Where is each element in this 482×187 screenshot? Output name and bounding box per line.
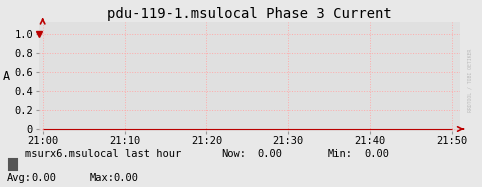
Text: Avg:: Avg: xyxy=(7,173,32,183)
Text: Now:: Now: xyxy=(222,149,247,159)
Title: pdu-119-1.msulocal Phase 3 Current: pdu-119-1.msulocal Phase 3 Current xyxy=(107,7,392,21)
Text: Max:: Max: xyxy=(89,173,114,183)
Text: Min:: Min: xyxy=(328,149,353,159)
Y-axis label: A: A xyxy=(2,70,10,83)
Text: 0.00: 0.00 xyxy=(113,173,138,183)
Text: 0.00: 0.00 xyxy=(31,173,56,183)
Text: RRDTOOL / TOBI OETIKER: RRDTOOL / TOBI OETIKER xyxy=(468,49,472,112)
Text: 0.00: 0.00 xyxy=(364,149,389,159)
Text: msurx6.msulocal last hour: msurx6.msulocal last hour xyxy=(25,149,181,159)
Text: 0.00: 0.00 xyxy=(258,149,283,159)
